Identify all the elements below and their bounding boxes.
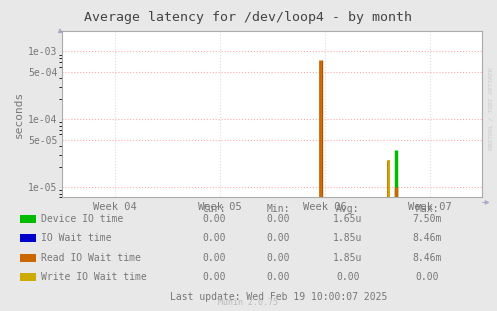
Text: 0.00: 0.00 bbox=[266, 272, 290, 282]
Text: 0.00: 0.00 bbox=[336, 272, 360, 282]
Text: 0.00: 0.00 bbox=[415, 272, 439, 282]
Text: 0.00: 0.00 bbox=[266, 253, 290, 263]
Text: 0.00: 0.00 bbox=[202, 272, 226, 282]
Text: 0.00: 0.00 bbox=[266, 233, 290, 243]
Text: Cur:: Cur: bbox=[202, 204, 226, 214]
Text: 1.65u: 1.65u bbox=[333, 214, 363, 224]
Text: Munin 2.0.75: Munin 2.0.75 bbox=[219, 298, 278, 307]
Y-axis label: seconds: seconds bbox=[14, 91, 24, 138]
Text: 8.46m: 8.46m bbox=[413, 233, 442, 243]
Text: 1.85u: 1.85u bbox=[333, 233, 363, 243]
Text: 0.00: 0.00 bbox=[202, 214, 226, 224]
Text: Last update: Wed Feb 19 10:00:07 2025: Last update: Wed Feb 19 10:00:07 2025 bbox=[169, 292, 387, 302]
Text: Read IO Wait time: Read IO Wait time bbox=[41, 253, 141, 263]
Text: Average latency for /dev/loop4 - by month: Average latency for /dev/loop4 - by mont… bbox=[84, 11, 413, 24]
Text: 0.00: 0.00 bbox=[202, 253, 226, 263]
Text: RRDTOOL / TOBI OETIKER: RRDTOOL / TOBI OETIKER bbox=[489, 67, 494, 150]
Text: Avg:: Avg: bbox=[336, 204, 360, 214]
Text: Device IO time: Device IO time bbox=[41, 214, 123, 224]
Text: 0.00: 0.00 bbox=[266, 214, 290, 224]
Text: Max:: Max: bbox=[415, 204, 439, 214]
Text: 1.85u: 1.85u bbox=[333, 253, 363, 263]
Text: 7.50m: 7.50m bbox=[413, 214, 442, 224]
Text: Write IO Wait time: Write IO Wait time bbox=[41, 272, 147, 282]
Text: Min:: Min: bbox=[266, 204, 290, 214]
Text: IO Wait time: IO Wait time bbox=[41, 233, 111, 243]
Text: 0.00: 0.00 bbox=[202, 233, 226, 243]
Text: 8.46m: 8.46m bbox=[413, 253, 442, 263]
